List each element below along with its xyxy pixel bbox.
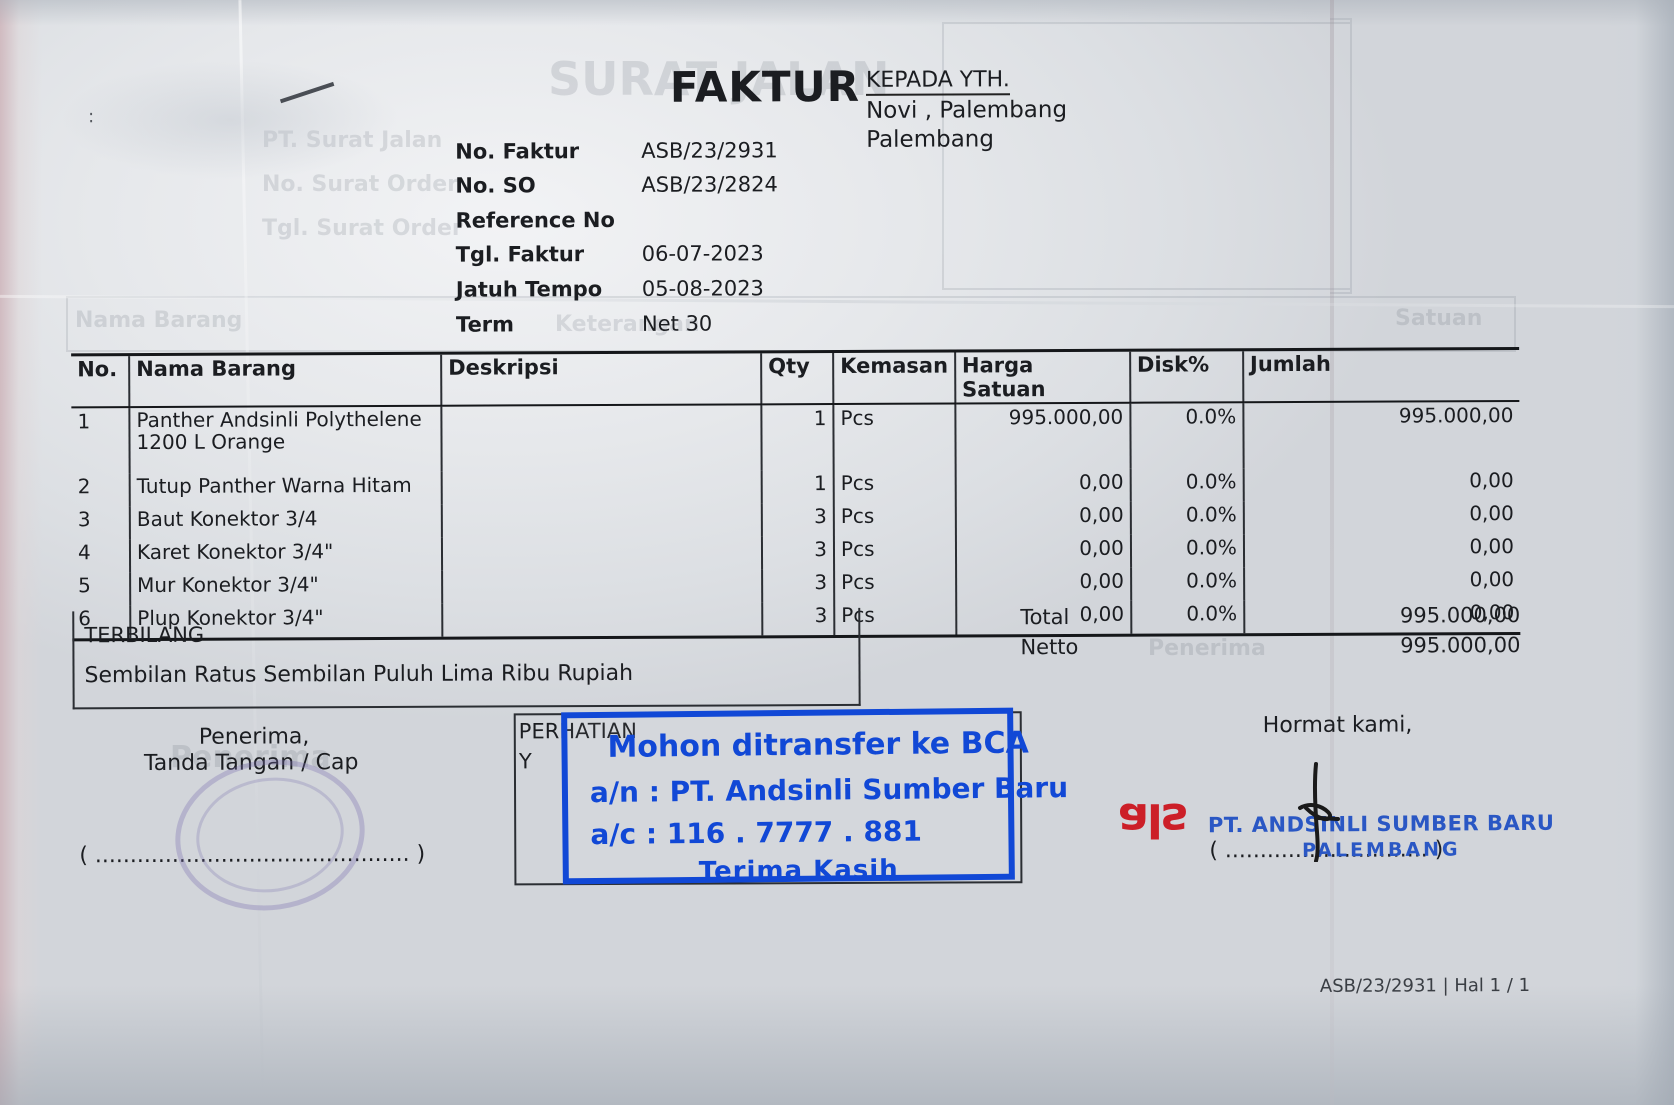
cell-no: 4 (71, 539, 131, 573)
cell-deskripsi (441, 536, 763, 571)
cell-kemasan: Pcs (834, 568, 957, 603)
staple-mark (279, 81, 339, 115)
recipient-city: Palembang (866, 126, 995, 153)
cell-jumlah: 0,00 (1469, 534, 1515, 559)
meta-value-no-so: ASB/23/2824 (641, 172, 778, 197)
column-header-kemasan: Kemasan (833, 352, 956, 405)
column-header-deskripsi: Deskripsi (441, 353, 762, 406)
cell-disk: 0.0% (1130, 534, 1244, 568)
total-row: Total 995.000,00 (1020, 603, 1520, 635)
total-label: Total (1020, 604, 1070, 630)
cell-nama: Mur Konektor 3/4" (130, 570, 443, 606)
column-header-harga: Harga Satuan (954, 351, 1131, 404)
cell-jumlah: 0,00 (1469, 468, 1514, 493)
als-logo: als (1118, 793, 1187, 847)
cell-disk: 0.0% (1130, 402, 1244, 469)
cell-qty: 3 (762, 569, 835, 603)
company-stamp-name: PT. ANDSINLI SUMBER BARU (1207, 810, 1555, 838)
hormat-kami-label: Hormat kami, (1262, 712, 1413, 739)
cell-deskripsi (441, 470, 762, 505)
cell-no: 3 (71, 506, 130, 540)
bca-stamp-line-4: Terima Kasih (698, 854, 899, 887)
meta-label-no-so: No. SO (455, 173, 536, 198)
cell-no: 2 (71, 473, 130, 507)
footer-reference: ASB/23/2931 | Hal 1 / 1 (1319, 974, 1531, 997)
bca-stamp-line-2: a/n : PT. Andsinli Sumber Baru (589, 771, 1069, 810)
perhatian-sub: Y (518, 749, 532, 774)
cell-jumlah: 995.000,00 (1398, 403, 1514, 428)
terbilang-box: TERBILANG Sembilan Ratus Sembilan Puluh … (72, 607, 861, 710)
cell-harga: 0,00 (955, 501, 1131, 536)
netto-value: 995.000,00 (1400, 633, 1521, 658)
bca-stamp-line-3: a/c : 116 . 7777 . 881 (590, 814, 923, 852)
netto-label: Netto (1020, 634, 1079, 660)
cell-nama: Panther Andsinli Polythelene 1200 L Oran… (129, 405, 442, 474)
recipient-label: KEPADA YTH. (865, 67, 1010, 96)
meta-value-jatuh-tempo: 05-08-2023 (641, 276, 764, 301)
cell-deskripsi (442, 569, 763, 604)
column-header-qty: Qty (761, 353, 834, 405)
cell-deskripsi (441, 404, 762, 472)
cell-deskripsi (441, 503, 762, 538)
punch-mark: : (88, 106, 95, 128)
cell-harga: 0,00 (955, 534, 1131, 569)
cell-qty: 3 (761, 536, 835, 570)
cell-nama: Karet Konektor 3/4" (129, 537, 443, 573)
bca-transfer-stamp: Mohon ditransfer ke BCA a/n : PT. Andsin… (561, 707, 1068, 887)
cell-no: 5 (72, 572, 131, 606)
meta-label-tgl-faktur: Tgl. Faktur (455, 242, 585, 267)
column-header-nama: Nama Barang (129, 354, 442, 408)
table-header-row: No. Nama Barang Deskripsi Qty Kemasan Ha… (71, 350, 1520, 408)
cell-qty: 1 (761, 404, 834, 471)
document-title: FAKTUR (669, 61, 861, 112)
cell-disk: 0.0% (1130, 501, 1244, 535)
cell-kemasan: Pcs (833, 403, 956, 471)
column-header-jumlah: Jumlah (1242, 350, 1520, 403)
cell-kemasan: Pcs (833, 535, 956, 570)
cell-disk: 0.0% (1130, 567, 1245, 601)
cell-harga: 0,00 (955, 567, 1132, 602)
total-value: 995.000,00 (1399, 603, 1521, 628)
meta-label-term: Term (455, 312, 515, 337)
terbilang-value: Sembilan Ratus Sembilan Puluh Lima Ribu … (84, 660, 634, 689)
meta-value-tgl-faktur: 06-07-2023 (641, 241, 764, 266)
cell-jumlah: 0,00 (1469, 501, 1514, 526)
cell-kemasan: Pcs (833, 502, 956, 537)
penerima-label: Penerima, (198, 724, 310, 750)
table-row: 1 Panther Andsinli Polythelene 1200 L Or… (71, 401, 1519, 474)
cell-harga: 995.000,00 (955, 402, 1131, 470)
cell-nama: Tutup Panther Warna Hitam (129, 471, 442, 507)
totals-block: Total 995.000,00 Netto 995.000,00 (1020, 603, 1520, 665)
meta-value-term: Net 30 (641, 311, 713, 336)
meta-label-jatuh-tempo: Jatuh Tempo (455, 277, 603, 302)
company-stamp-city: PALEMBANG (1301, 838, 1461, 862)
meta-value-no-faktur: ASB/23/2931 (641, 138, 778, 163)
netto-row: Netto 995.000,00 (1020, 633, 1520, 665)
column-header-disk: Disk% (1129, 351, 1244, 403)
column-header-no: No. (71, 356, 130, 408)
cell-jumlah: 0,00 (1469, 567, 1515, 592)
handwritten-signature (1298, 762, 1340, 862)
company-stamp: PT. ANDSINLI SUMBER BARU PALEMBANG (1208, 811, 1555, 862)
cell-qty: 1 (761, 470, 834, 504)
cell-disk: 0.0% (1130, 468, 1244, 502)
cell-nama: Baut Konektor 3/4 (129, 504, 442, 540)
terbilang-label: TERBILANG (84, 622, 205, 648)
meta-label-reference-no: Reference No (455, 207, 615, 233)
recipient-name: Novi , Palembang (866, 96, 1068, 124)
meta-label-no-faktur: No. Faktur (455, 139, 580, 164)
cell-kemasan: Pcs (833, 469, 956, 504)
bca-stamp-line-1: Mohon ditransfer ke BCA (607, 725, 1029, 765)
cell-harga: 0,00 (955, 468, 1131, 503)
cell-qty: 3 (761, 503, 834, 537)
line-items-table: No. Nama Barang Deskripsi Qty Kemasan Ha… (71, 347, 1521, 642)
cell-no: 1 (71, 407, 130, 474)
